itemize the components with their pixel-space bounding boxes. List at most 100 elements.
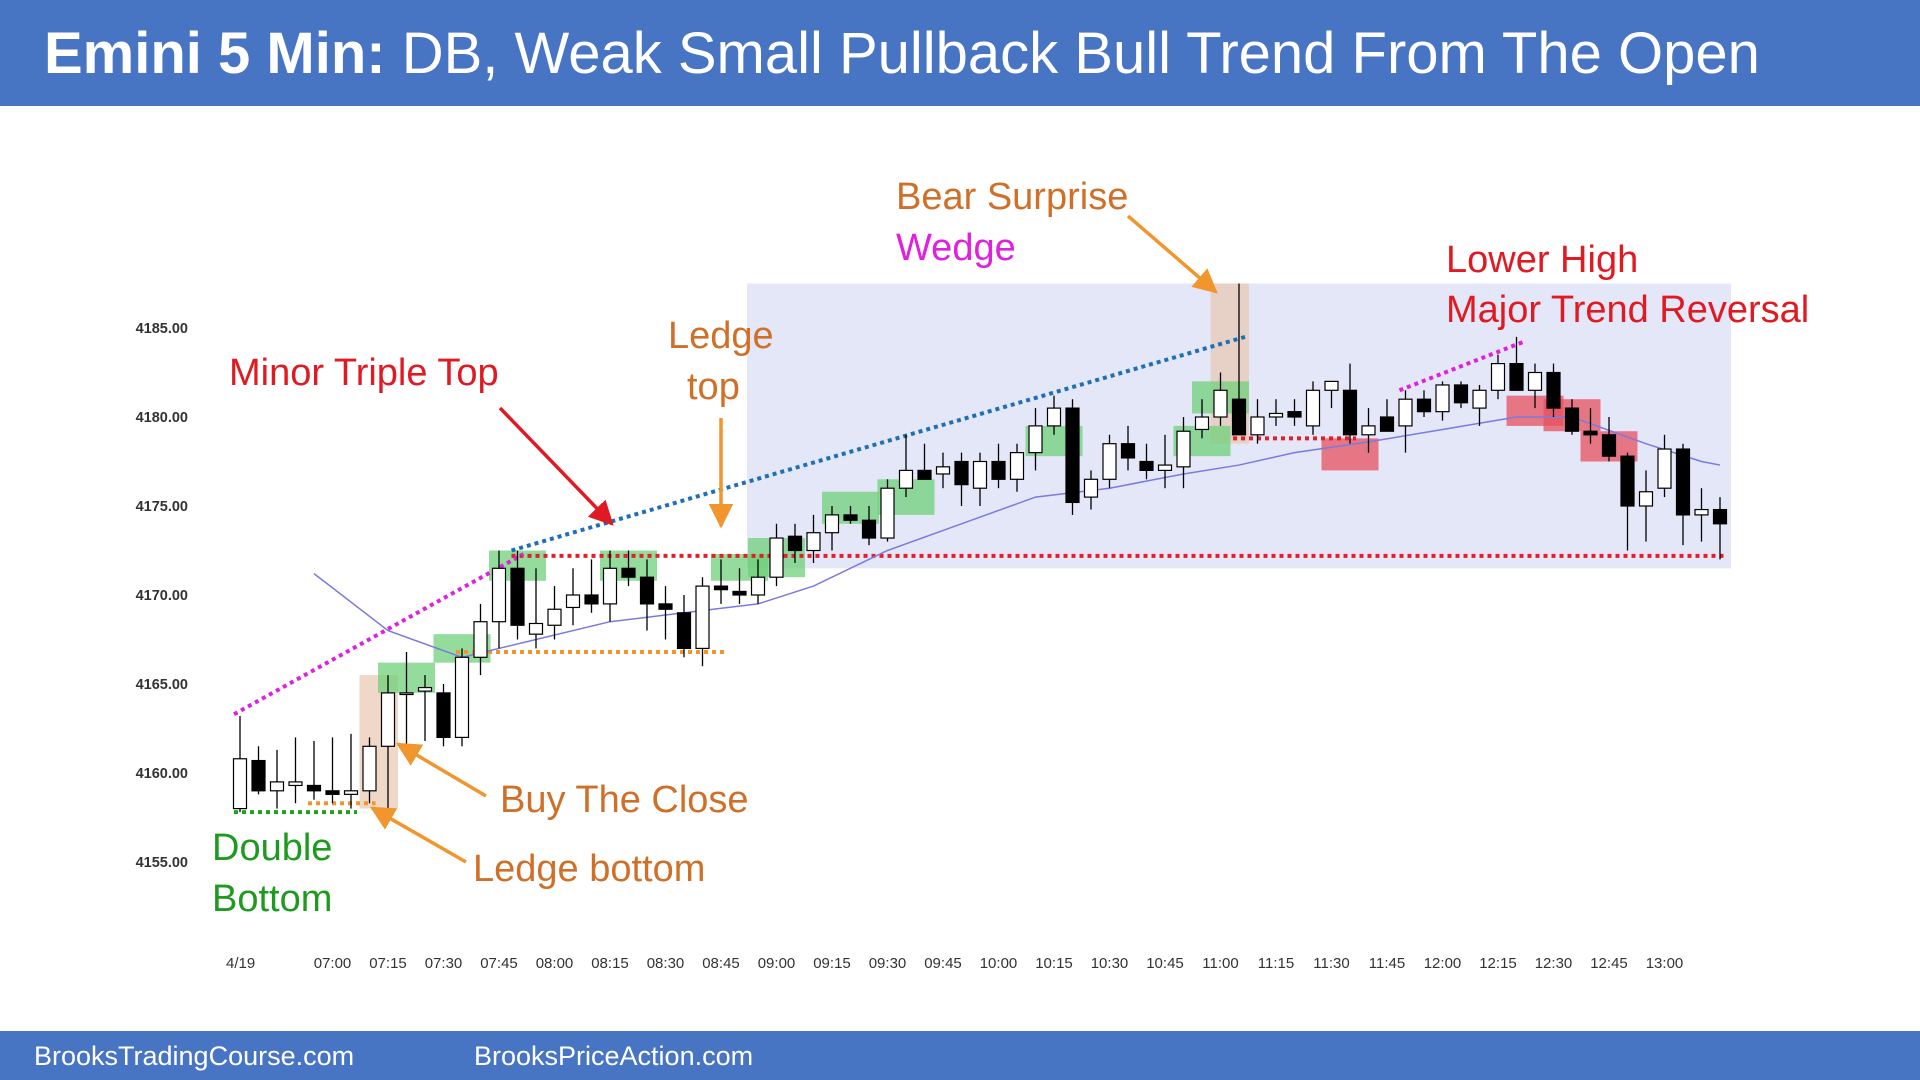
candle-37 [917,443,932,480]
footer-link-price-action[interactable]: BrooksPriceAction.com [474,1041,754,1071]
bull-candle-body [232,758,248,810]
title-rest: DB, Weak Small Pullback Bull Trend From … [385,21,1760,86]
bear-candle-body [732,590,747,596]
bear-candle-body [787,535,803,552]
candle-11 [436,684,451,747]
annotation-bear-surprise: Bear Surprise [896,176,1128,218]
y-tick-label-3: 4170.00 [136,588,188,604]
bear-candle-body [251,759,266,792]
candle-49 [1139,443,1154,480]
bull-candle-body [1324,380,1339,391]
candle-62 [1379,399,1395,432]
candle-48 [1120,425,1136,471]
bull-candle-body [1046,407,1062,427]
x-tick-label-20: 12:00 [1424,955,1462,972]
bear-candle-body [306,784,322,792]
candle-26 [713,559,729,604]
bull-candle-body [880,487,895,539]
bull-candle-body [750,576,766,596]
candle-15 [510,550,525,640]
annotation-lower-high: Lower High [1446,239,1638,281]
bear-candle-body [584,594,599,605]
candle-22 [639,559,655,631]
candle-45 [1065,399,1080,515]
bull-candle-body [380,692,396,747]
bull-candle-body [417,686,433,692]
bull-candle-body [399,692,414,696]
candle-73 [1583,408,1598,444]
bear-candle-body [436,692,451,739]
candle-50 [1157,434,1173,489]
annotation-buy-the-close: Buy The Close [500,779,749,821]
candle-72 [1564,399,1580,435]
bull-candle-body [491,567,507,623]
annotation-ledge-bottom: Ledge bottom [473,848,705,890]
candle-58 [1305,381,1321,435]
candle-19 [584,559,599,613]
candle-61 [1361,408,1376,453]
x-tick-label-12: 10:00 [980,955,1018,972]
x-tick-label-21: 12:15 [1479,955,1517,972]
bull-candle-body [806,532,821,552]
line-layer [233,334,1726,815]
annotation-major-trend-reversal: Major Trend Reversal [1446,289,1809,331]
bull-candle-body [1657,448,1672,489]
date-label: 4/19 [226,955,255,972]
candle-41 [991,443,1006,489]
candle-13 [473,603,488,676]
bear-candle-body [843,514,858,521]
annotation-double: Double [212,827,332,869]
candle-2 [269,749,285,809]
candle-46 [1083,470,1099,510]
candle-36 [898,434,914,498]
candle-75 [1620,452,1635,551]
candle-57 [1287,399,1302,426]
candle-35 [880,479,895,542]
bear-candle-body [917,469,932,480]
bear-candle-body [1546,371,1561,409]
candle-70 [1527,363,1543,409]
bull-candle-body [972,460,988,489]
candle-80 [1712,497,1728,560]
annotation-minor-triple-top: Minor Triple Top [229,352,499,394]
candle-78 [1675,443,1691,546]
x-tick-label-17: 11:15 [1258,955,1294,972]
bear-candle-body [1231,398,1247,436]
x-tick-label-19: 11:45 [1369,955,1405,972]
y-axis: 4155.00 4160.00 4165.00 4170.00 4175.00 4180.… [136,321,188,871]
candles-layer [232,283,1728,813]
x-tick-label-0: 07:00 [314,955,352,972]
y-tick-label-5: 4180.00 [136,410,188,426]
bull-candle-body [1435,384,1450,413]
x-tick-label-8: 09:00 [758,955,796,972]
candle-16 [528,568,544,649]
bull-candle-body [1472,389,1487,409]
candle-40 [972,452,988,506]
bull-candle-body [695,585,710,649]
x-tick-label-10: 09:30 [869,955,907,972]
bear-candle-body [1287,411,1302,418]
candle-12 [454,648,470,747]
title-bold: Emini 5 Min: [44,21,386,86]
candle-79 [1694,488,1709,542]
x-tick-label-2: 07:30 [425,955,463,972]
candle-1 [251,746,266,795]
y-tick-label-2: 4165.00 [136,677,188,693]
candle-0 [232,716,248,813]
candle-30 [787,523,803,563]
arrow-ledge-bottom [369,806,467,864]
candle-23 [658,586,673,640]
bear-candle-body [991,460,1006,480]
candle-51 [1176,417,1191,489]
x-tick-label-14: 10:30 [1091,955,1129,972]
bull-candle-body [473,621,488,658]
annotation-wedge: Wedge [896,227,1016,269]
bull-candle-body [1250,416,1265,436]
footer-link-trading-course[interactable]: BrooksTradingCourse.com [34,1041,355,1071]
x-tick-label-6: 08:30 [647,955,685,972]
candle-53 [1213,372,1228,426]
bull-candle-body [454,656,470,738]
candle-29 [769,523,784,587]
bear-candle-body [1620,455,1635,507]
candle-33 [843,506,858,524]
